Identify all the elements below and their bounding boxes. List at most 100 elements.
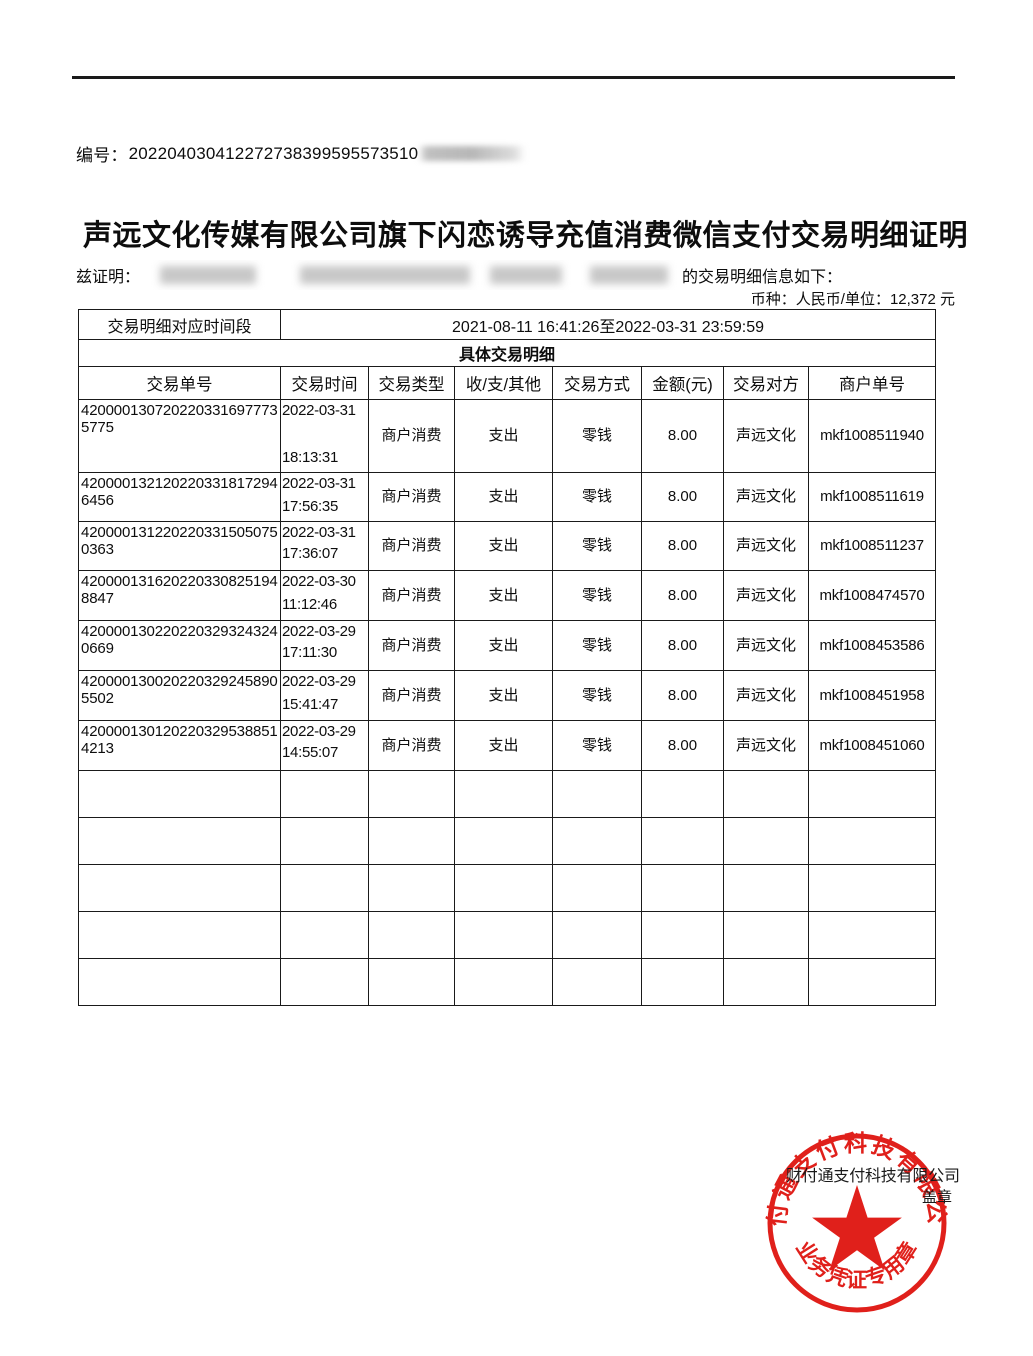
cell-amount: 8.00 xyxy=(641,472,724,522)
cell-order-no: 4200001316202203308251948847 xyxy=(78,570,281,621)
cell-transaction-time: 2022-03-29 17:11:30 xyxy=(280,620,369,671)
cell-counterparty: 声远文化 xyxy=(723,521,809,571)
redaction-segment-2 xyxy=(300,266,471,284)
column-header-amount: 金额(元) xyxy=(641,366,724,400)
cell-amount: 8.00 xyxy=(641,620,724,671)
cell-empty xyxy=(552,911,642,959)
cell-payment-method: 零钱 xyxy=(552,670,642,721)
transaction-clock: 17:56:35 xyxy=(282,498,338,516)
table-row: 4200001316202203308251948847 2022-03-30 11… xyxy=(78,570,937,621)
cell-payment-method: 零钱 xyxy=(552,399,642,473)
table-row: 4200001301202203295388514213 2022-03-29 14… xyxy=(78,720,937,771)
cell-empty xyxy=(454,864,553,912)
cell-transaction-time: 2022-03-31 17:36:07 xyxy=(280,521,369,571)
cell-transaction-time: 2022-03-29 15:41:47 xyxy=(280,670,369,721)
table-row-empty xyxy=(78,864,937,912)
certify-prefix: 兹证明： xyxy=(76,269,141,286)
cell-transaction-time: 2022-03-30 11:12:46 xyxy=(280,570,369,621)
cell-empty xyxy=(641,958,724,1006)
redaction-segment-1 xyxy=(160,266,257,284)
table-row: 4200001321202203318172946456 2022-03-31 17… xyxy=(78,472,937,522)
cell-order-no: 4200001312202203315050750363 xyxy=(78,521,281,571)
cell-inout: 支出 xyxy=(454,521,553,571)
cell-merchant-order-no: mkf1008511940 xyxy=(807,399,937,473)
document-number-redaction xyxy=(418,145,527,161)
transaction-clock: 17:36:07 xyxy=(282,545,338,563)
cell-counterparty: 声远文化 xyxy=(723,620,809,671)
table-row: 4200001312202203315050750363 2022-03-31 17… xyxy=(78,521,937,571)
cell-amount: 8.00 xyxy=(641,670,724,721)
cell-empty xyxy=(78,770,281,818)
cell-empty xyxy=(723,817,809,865)
cell-empty xyxy=(368,911,455,959)
table-row: 4200001307202203316977735775 2022-03-31 18… xyxy=(78,399,937,473)
cell-empty xyxy=(280,911,369,959)
transaction-clock: 15:41:47 xyxy=(282,696,338,714)
cell-transaction-type: 商户消费 xyxy=(368,670,455,721)
transaction-clock: 14:55:07 xyxy=(282,744,338,762)
cell-empty xyxy=(723,958,809,1006)
document-number-label: 编号： xyxy=(76,146,128,165)
page-title: 声远文化传媒有限公司旗下闪恋诱导充值消费微信支付交易明细证明 xyxy=(82,220,968,252)
cell-empty xyxy=(641,911,724,959)
stamp-outer-ring xyxy=(767,1133,947,1313)
cell-transaction-time: 2022-03-31 17:56:35 xyxy=(280,472,369,522)
cell-empty xyxy=(807,911,937,959)
cell-order-no: 4200001307202203316977735775 xyxy=(78,399,281,473)
cell-empty xyxy=(454,911,553,959)
cell-empty xyxy=(454,817,553,865)
cell-empty xyxy=(807,817,937,865)
transaction-clock: 17:11:30 xyxy=(282,644,337,662)
cell-empty xyxy=(280,864,369,912)
cell-counterparty: 声远文化 xyxy=(723,570,809,621)
certify-statement: 兹证明： 的交易明细信息如下： xyxy=(76,260,956,290)
transaction-date: 2022-03-29 xyxy=(282,673,356,690)
column-header-merchant-no: 商户单号 xyxy=(807,366,937,400)
stamp-overlay-seal-label: 盖章 xyxy=(922,1189,953,1206)
cell-empty xyxy=(454,770,553,818)
document-number-value: 202204030412272738399595573510 xyxy=(128,143,419,163)
table-header-row: 交易单号 交易时间 交易类型 收/支/其他 交易方式 金额(元) 交易对方 商户… xyxy=(78,366,937,400)
cell-transaction-time: 2022-03-29 14:55:07 xyxy=(280,720,369,771)
official-stamp: 财付通支付科技有限公司 业务凭证专用章 财付通支付科技有限公司 盖章 xyxy=(762,1128,977,1328)
cell-empty xyxy=(807,770,937,818)
period-label: 交易明细对应时间段 xyxy=(78,309,281,340)
cell-empty xyxy=(552,958,642,1006)
cell-counterparty: 声远文化 xyxy=(723,399,809,473)
cell-inout: 支出 xyxy=(454,620,553,671)
cell-transaction-type: 商户消费 xyxy=(368,720,455,771)
currency-note: 币种：人民币/单位：12,372 元 xyxy=(750,291,955,308)
cell-amount: 8.00 xyxy=(641,720,724,771)
transaction-detail-table: 交易明细对应时间段 2021-08-11 16:41:26至2022-03-31… xyxy=(77,309,937,1006)
cell-merchant-order-no: mkf1008511619 xyxy=(807,472,937,522)
column-header-order-no: 交易单号 xyxy=(78,366,281,400)
cell-amount: 8.00 xyxy=(641,521,724,571)
cell-payment-method: 零钱 xyxy=(552,521,642,571)
table-row-empty xyxy=(78,770,937,818)
cell-empty xyxy=(552,770,642,818)
column-header-inout: 收/支/其他 xyxy=(454,366,553,400)
cell-empty xyxy=(368,958,455,1006)
cell-merchant-order-no: mkf1008474570 xyxy=(807,570,937,621)
header-divider xyxy=(72,76,955,79)
cell-merchant-order-no: mkf1008451958 xyxy=(807,670,937,721)
cell-empty xyxy=(552,817,642,865)
cell-empty xyxy=(454,958,553,1006)
cell-counterparty: 声远文化 xyxy=(723,720,809,771)
table-row: 4200001302202203293243240669 2022-03-29 17… xyxy=(78,620,937,671)
table-row: 4200001300202203292458905502 2022-03-29 15… xyxy=(78,670,937,721)
transaction-date: 2022-03-29 xyxy=(282,723,356,740)
transaction-date: 2022-03-31 xyxy=(282,475,356,492)
transaction-date: 2022-03-31 xyxy=(282,402,356,419)
cell-payment-method: 零钱 xyxy=(552,620,642,671)
table-row-empty xyxy=(78,911,937,959)
cell-empty xyxy=(807,958,937,1006)
table-row-section-title: 具体交易明细 xyxy=(77,339,937,367)
cell-empty xyxy=(368,770,455,818)
cell-empty xyxy=(723,864,809,912)
column-header-time: 交易时间 xyxy=(280,366,369,400)
column-header-method: 交易方式 xyxy=(552,366,642,400)
cell-empty xyxy=(78,864,281,912)
cell-inout: 支出 xyxy=(454,670,553,721)
column-header-type: 交易类型 xyxy=(368,366,455,400)
